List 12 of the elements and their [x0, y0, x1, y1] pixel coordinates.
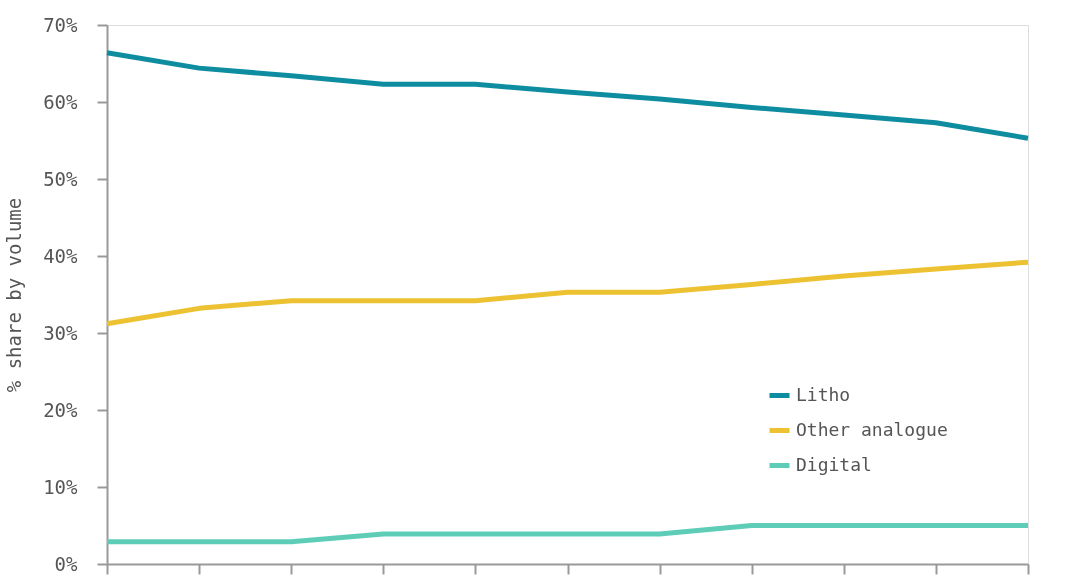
y-tick-label: 60% — [43, 90, 79, 113]
y-tick-label: 0% — [54, 552, 79, 575]
y-tick-label: 50% — [43, 167, 79, 190]
y-tick-label: 10% — [43, 475, 79, 498]
legend-label: Litho — [796, 383, 851, 405]
legend-label: Digital — [796, 453, 872, 475]
y-tick-label: 30% — [43, 321, 79, 344]
legend-label: Other analogue — [796, 418, 948, 440]
y-tick-label: 70% — [43, 13, 79, 36]
y-tick-label: 20% — [43, 398, 79, 421]
y-axis-title: % share by volume — [3, 197, 26, 393]
y-tick-label: 40% — [43, 244, 79, 267]
